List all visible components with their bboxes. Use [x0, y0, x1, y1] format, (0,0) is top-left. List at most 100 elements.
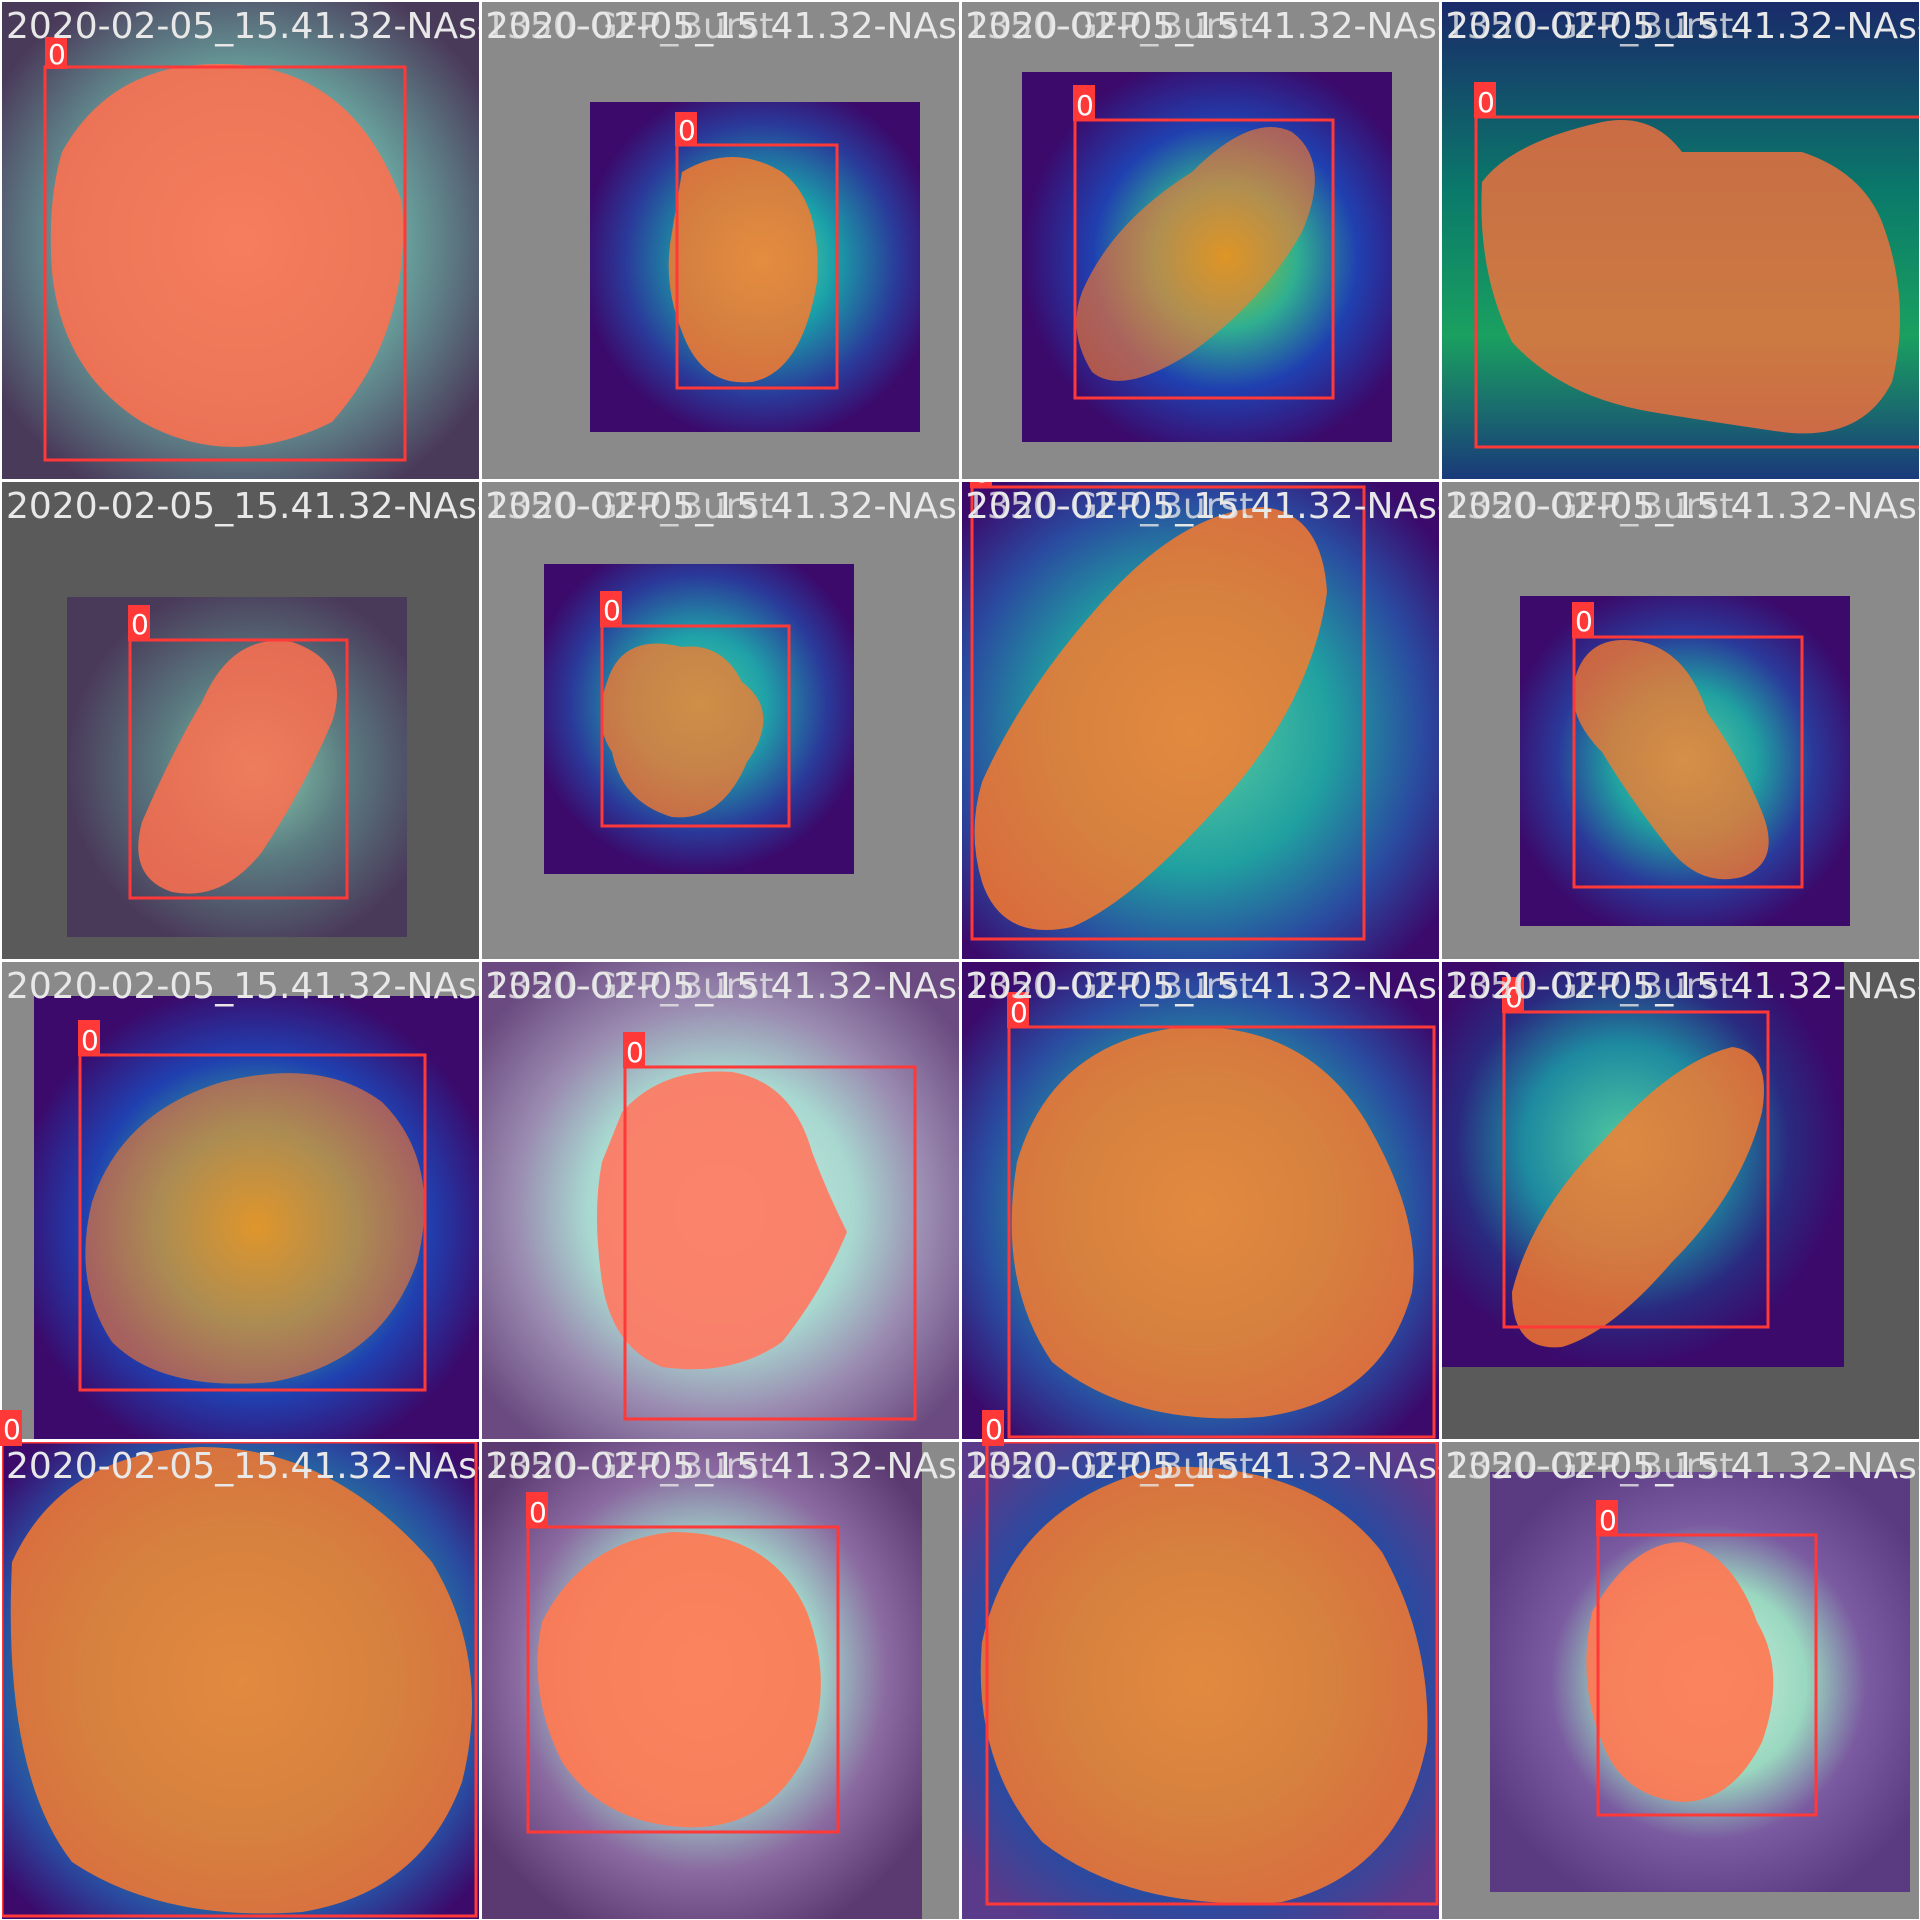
- class-label: 0: [985, 1413, 1003, 1446]
- bounding-box: [985, 1442, 1439, 1906]
- cell-image: 0: [962, 962, 1439, 1439]
- image-caption: 2020-02-05_15.41.32-NAs-T: [486, 1446, 959, 1487]
- bounding-box: [128, 638, 349, 900]
- tile-r3c3: 0 2020-02-05_15.41.32-NAs-T 1350-GFP_Bur…: [962, 962, 1439, 1439]
- image-caption: 2020-02-05_15.41.32-NAs-T: [6, 486, 479, 527]
- segmentation-mask: [668, 157, 818, 383]
- image-caption-overlap: 1350-GFP_Burst: [484, 486, 774, 527]
- label-tag: [0, 1410, 22, 1446]
- tile-r2c1: 0 2020-02-05_15.41.32-NAs-T: [2, 482, 479, 959]
- class-label: 0: [1505, 981, 1523, 1014]
- label-tag: [78, 1020, 100, 1056]
- image-caption-overlap: 1350-GFP_Burst: [484, 1446, 774, 1487]
- class-label: 0: [81, 1024, 99, 1057]
- bounding-box: [1502, 1010, 1770, 1329]
- tile-r2c3: 0 2020-02-05_15.41.32-NAs-T 1350-GFP_Bur…: [962, 482, 1439, 959]
- segmentation-mask: [85, 1073, 425, 1384]
- bounding-box: [1073, 118, 1335, 400]
- image-caption: 2020-02-05_15.41.32-NAs-T: [1446, 966, 1919, 1007]
- segmentation-mask: [138, 640, 337, 894]
- image-caption-overlap: 1350-GFP_Burst: [964, 6, 1254, 47]
- tile-r4c2: 0 2020-02-05_15.41.32-NAs-T 1350-GFP_Bur…: [482, 1442, 959, 1919]
- image-caption: 2020-02-05_15.41.32-NAs-T: [6, 6, 479, 47]
- tile-r3c2: 0 2020-02-05_15.41.32-NAs-T 1350-GFP_Bur…: [482, 962, 959, 1439]
- image-caption: 2020-02-05_15.41.32-NAs-T: [966, 966, 1439, 1007]
- segmentation-mask: [10, 1447, 472, 1914]
- bounding-box: [970, 485, 1366, 941]
- tile-r2c4: 0 2020-02-05_15.41.32-NAs-T 1350-GFP_Bur…: [1442, 482, 1919, 959]
- image-caption-overlap: 1350-GFP_Burst: [964, 966, 1254, 1007]
- cell-image: [962, 1442, 1439, 1919]
- image-caption: 2020-02-05_15.41.32-NAs-T: [1446, 486, 1919, 527]
- segmentation-mask: [1011, 1026, 1414, 1419]
- cell-image: 0: [1442, 2, 1919, 479]
- label-tag: [970, 482, 992, 488]
- class-label: 0: [1010, 996, 1028, 1029]
- bounding-box: [675, 143, 839, 390]
- cell-image: 0: [2, 962, 479, 1439]
- bounding-box: [526, 1525, 840, 1834]
- cell-image: [2, 1442, 479, 1919]
- class-label: 0: [678, 114, 696, 147]
- bounding-box: [1007, 1025, 1436, 1439]
- image-caption-overlap: 1350-GFP_Burst: [964, 486, 1254, 527]
- cell-image: 0: [482, 482, 959, 959]
- cell-image: 0: [1442, 962, 1919, 1439]
- segmentation-mask: [537, 1532, 821, 1828]
- bounding-box: [600, 624, 791, 828]
- label-tag: [1474, 82, 1496, 118]
- class-label: 0: [1477, 86, 1495, 119]
- segmentation-mask: [50, 63, 404, 448]
- tile-r4c4: 0 2020-02-05_15.41.32-NAs-T 1350-GFP_Bur…: [1442, 1442, 1919, 1919]
- image-caption-overlap: 1350-GFP_Burst: [1444, 966, 1734, 1007]
- tile-r3c4: 0 2020-02-05_15.41.32-NAs-T 1350-GFP_Bur…: [1442, 962, 1919, 1439]
- cell-image: 0: [2, 482, 479, 959]
- bounding-box: [1572, 635, 1804, 889]
- image-caption: 2020-02-05_15.41.32-NAs-T: [486, 486, 959, 527]
- cell-image: 0: [482, 1442, 959, 1919]
- label-tag: [600, 591, 622, 627]
- cell-image: 0: [962, 482, 1439, 959]
- class-label: 0: [603, 594, 621, 627]
- image-caption: 2020-02-05_15.41.32-NAs-T: [486, 966, 959, 1007]
- label-tag: [1596, 1500, 1618, 1536]
- image-caption: 2020-02-05_15.41.32-NAs-T: [966, 486, 1439, 527]
- segmentation-mask: [1586, 1542, 1774, 1802]
- image-caption-overlap: 1350-GFP_Burst: [964, 1446, 1254, 1487]
- cell-image: 0: [482, 962, 959, 1439]
- tile-r1c3: 0 2020-02-05_15.41.32-NAs-T 1350-GFP_Bur…: [962, 2, 1439, 479]
- class-label: 0: [131, 608, 149, 641]
- tile-r1c2: 0 2020-02-05_15.41.32-NAs-T 1350-GFP_Bur…: [482, 2, 959, 479]
- segmentation-mask: [1572, 640, 1769, 880]
- image-caption: 2020-02-05_15.41.32-NAs-T: [486, 6, 959, 47]
- label-tag: [982, 1410, 1004, 1446]
- segmentation-mask: [1512, 1047, 1764, 1348]
- cell-image: 0: [482, 2, 959, 479]
- edge-label-strip: 0 0: [0, 1410, 1004, 1446]
- image-caption: 2020-02-05_15.41.32-NAs-T: [6, 966, 479, 1007]
- tile-r3c1: 0 2020-02-05_15.41.32-NAs-T: [2, 962, 479, 1439]
- segmentation-mask: [597, 1071, 847, 1370]
- image-caption: 2020-02-05_15.41.32-NAs-T: [966, 6, 1439, 47]
- label-tag: [45, 37, 67, 69]
- tile-r1c4: 0 2020-02-05_15.41.32-NAs-T 1350-GFP_Bur…: [1442, 2, 1919, 479]
- tile-r2c2: 0 2020-02-05_15.41.32-NAs-T 1350-GFP_Bur…: [482, 482, 959, 959]
- image-caption-overlap: 1350-GFP_Burst: [1444, 6, 1734, 47]
- label-tag: [526, 1492, 548, 1528]
- label-tag: [1007, 992, 1029, 1028]
- segmentation-mask: [974, 507, 1327, 930]
- class-label: 0: [1575, 605, 1593, 638]
- bounding-box: [623, 1065, 917, 1421]
- class-label: 0: [973, 482, 991, 489]
- bounding-box: [78, 1053, 427, 1392]
- image-caption: 2020-02-05_15.41.32-NAs-T: [6, 1446, 479, 1487]
- bounding-box: [1474, 115, 1919, 449]
- cell-image: 0: [962, 2, 1439, 479]
- segmentation-mask: [1076, 127, 1315, 381]
- image-caption-overlap: 1350-GFP_Burst: [1444, 486, 1734, 527]
- image-caption: 2020-02-05_15.41.32-NAs-T: [1446, 1446, 1919, 1487]
- image-caption: 2020-02-05_15.41.32-NAs-T: [1446, 6, 1919, 47]
- tile-r4c1: 2020-02-05_15.41.32-NAs-T: [2, 1442, 479, 1919]
- tile-r1c1: 0 2020-02-05_15.41.32-NAs-T: [2, 2, 479, 479]
